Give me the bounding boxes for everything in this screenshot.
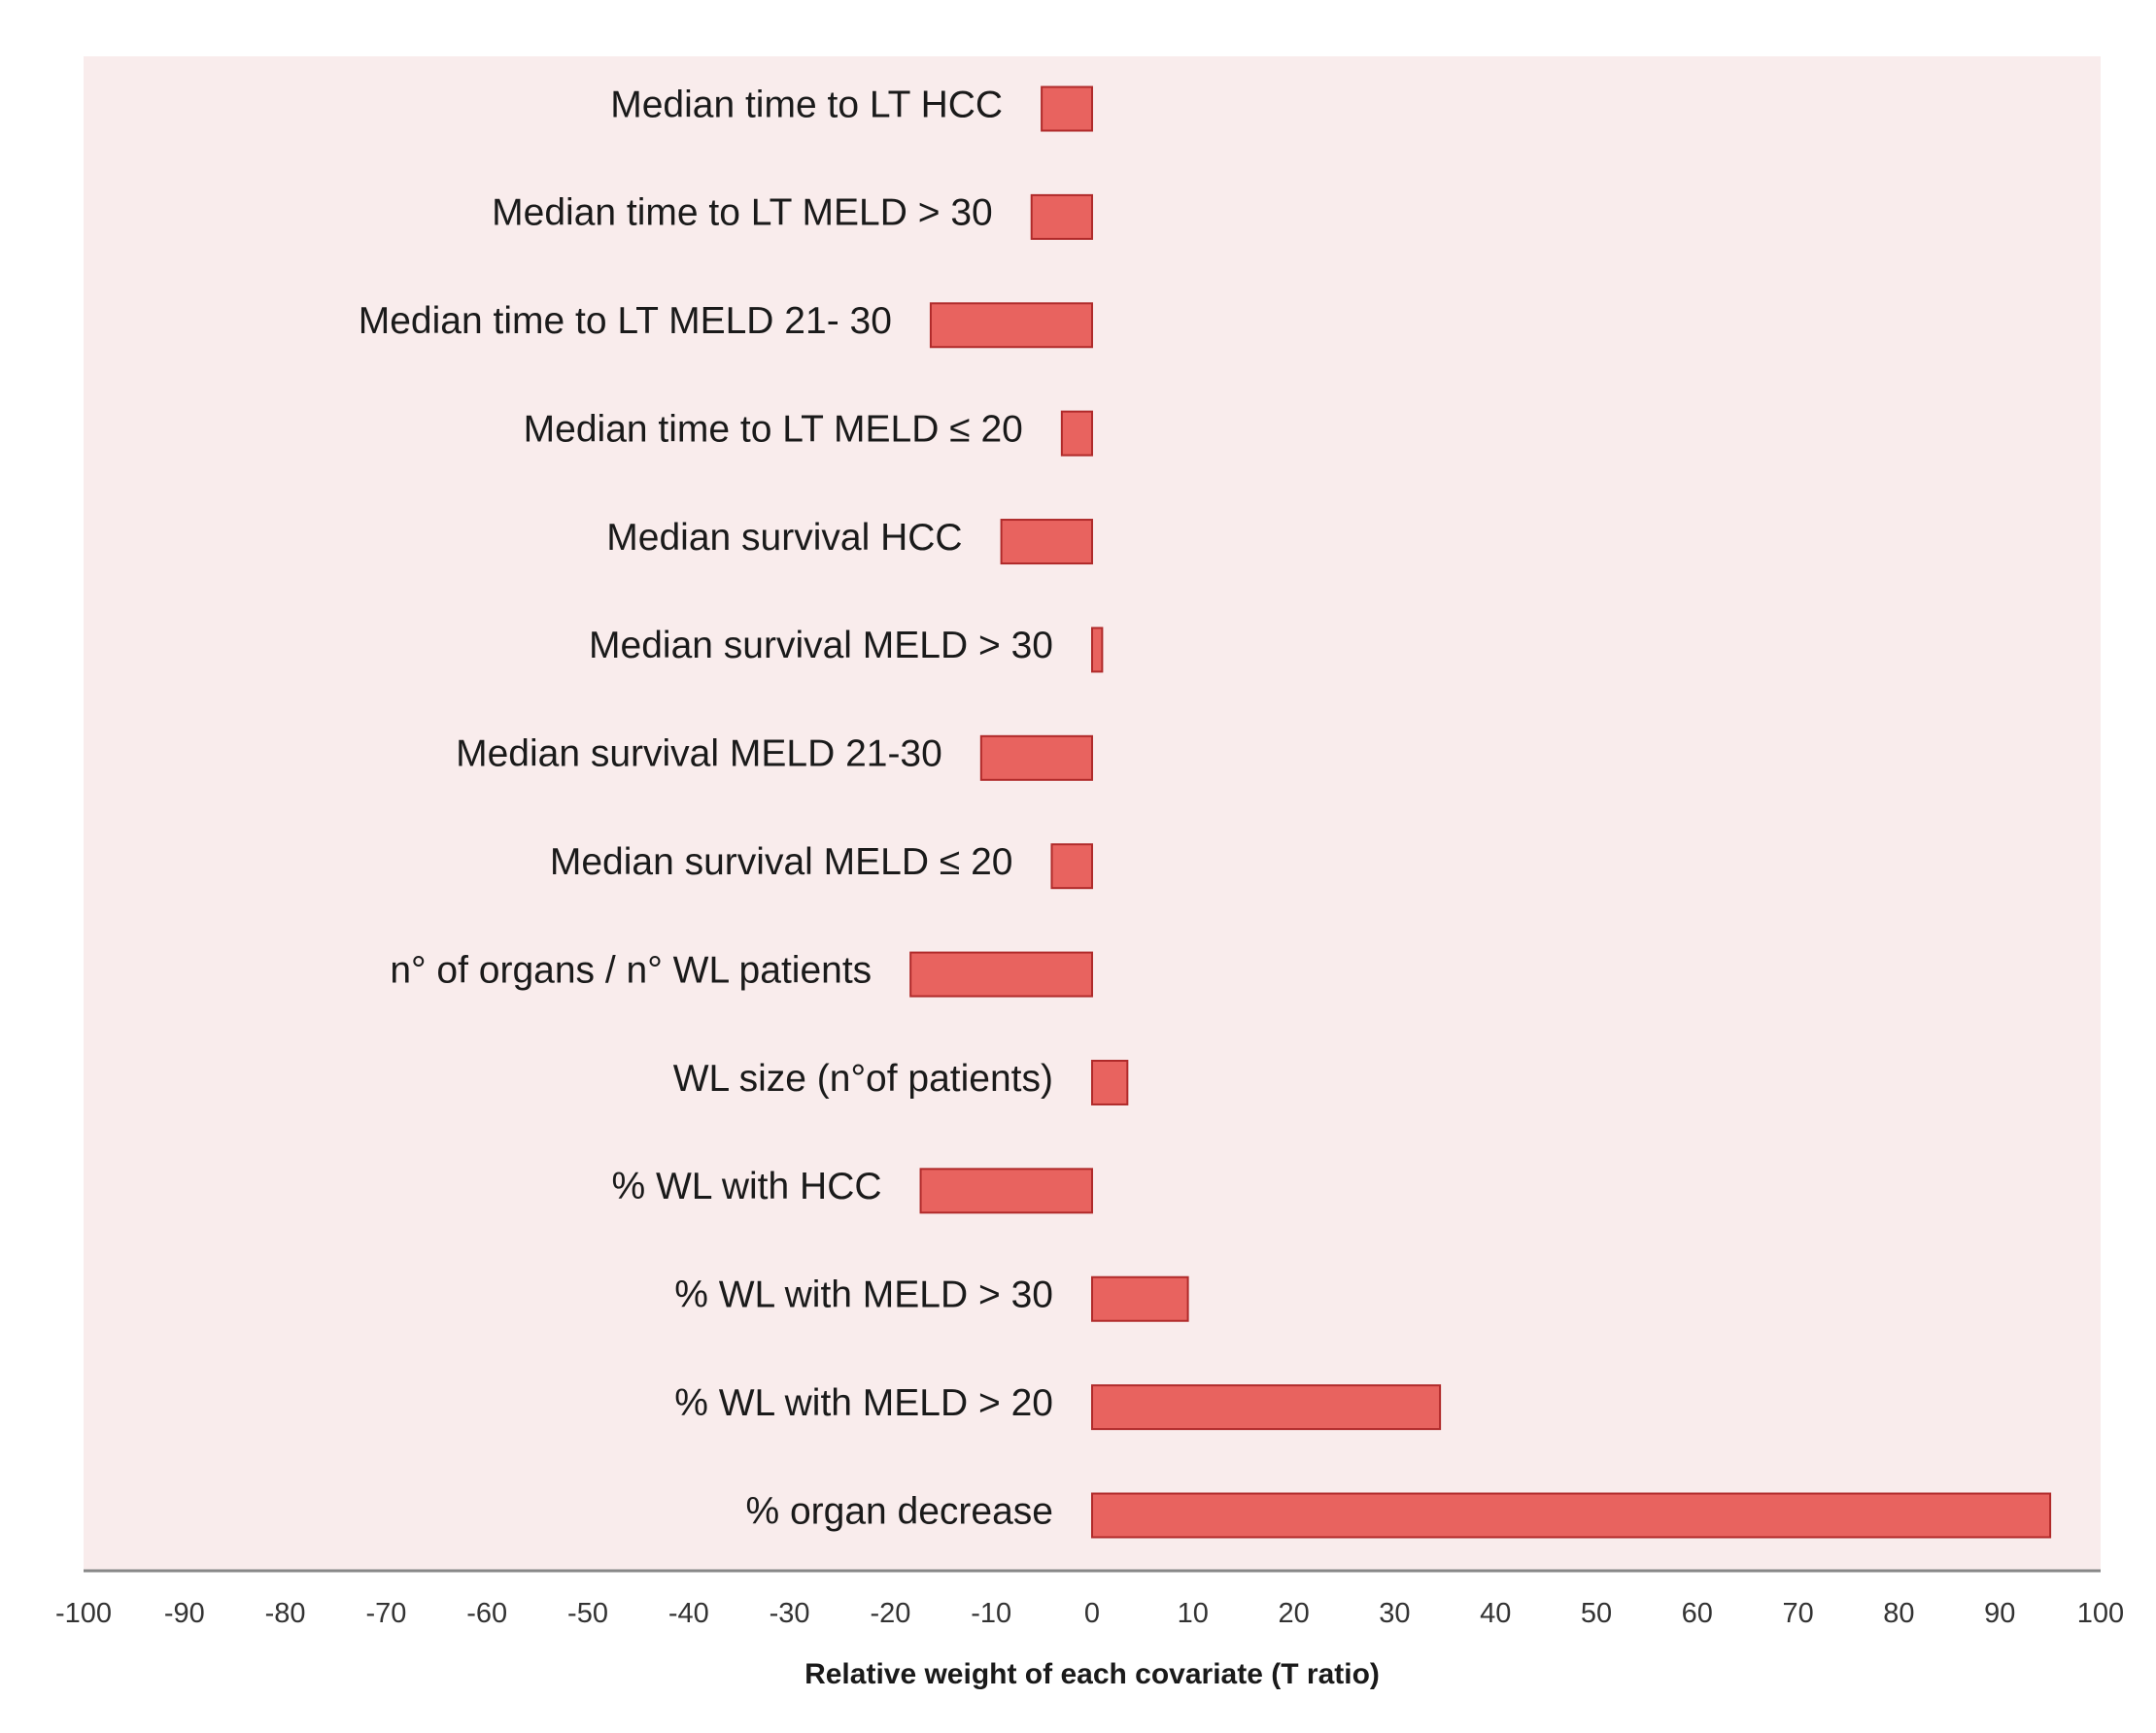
- category-label: n° of organs / n° WL patients: [390, 949, 872, 991]
- x-tick-label: 10: [1178, 1598, 1209, 1629]
- x-tick-label: -10: [971, 1598, 1011, 1629]
- x-tick-label: -30: [770, 1598, 810, 1629]
- bar: [1091, 627, 1104, 673]
- x-tick-label: 40: [1480, 1598, 1511, 1629]
- category-label: % WL with MELD > 30: [674, 1274, 1053, 1316]
- x-tick-label: 90: [1984, 1598, 2015, 1629]
- x-tick-label: -90: [164, 1598, 205, 1629]
- bar: [1030, 193, 1093, 240]
- x-tick-label: 30: [1379, 1598, 1410, 1629]
- bar: [1060, 410, 1093, 457]
- category-labels: Median time to LT HCC Median time to LT M…: [359, 84, 1053, 1532]
- x-tick-label: -70: [365, 1598, 406, 1629]
- bar: [909, 951, 1093, 998]
- category-label: Median time to LT MELD 21- 30: [359, 300, 892, 342]
- bar: [979, 734, 1094, 781]
- x-tick-label: 50: [1581, 1598, 1612, 1629]
- category-label: WL size (n°of patients): [673, 1058, 1053, 1100]
- x-tick-label: -50: [567, 1598, 608, 1629]
- bar: [1041, 85, 1093, 132]
- x-tick-labels: -100 -90 -80 -70 -60 -50 -40 -30 -20 -10 0 10 20 30 40…: [55, 1598, 2124, 1629]
- category-label: Median survival MELD > 30: [589, 625, 1053, 666]
- bar: [1091, 1384, 1442, 1431]
- category-label: Median time to LT HCC: [610, 84, 1003, 125]
- category-label: % organ decrease: [745, 1490, 1053, 1532]
- bar: [1091, 1275, 1189, 1322]
- x-tick-label: 80: [1883, 1598, 1914, 1629]
- bar: [1091, 1492, 2052, 1539]
- category-label: % WL with MELD > 20: [674, 1382, 1053, 1424]
- bar: [929, 302, 1093, 349]
- x-tick-label: 20: [1278, 1598, 1309, 1629]
- x-axis-title: Relative weight of each covariate (T rat…: [804, 1658, 1380, 1690]
- x-tick-label: 100: [2077, 1598, 2124, 1629]
- category-label: Median survival HCC: [606, 517, 962, 559]
- x-tick-label: -80: [265, 1598, 306, 1629]
- category-label: Median survival MELD 21-30: [456, 733, 942, 775]
- bar: [919, 1168, 1093, 1214]
- bar: [1000, 519, 1093, 565]
- x-tick-label: 70: [1782, 1598, 1813, 1629]
- category-label: Median survival MELD ≤ 20: [550, 841, 1013, 883]
- x-tick-label: -100: [55, 1598, 112, 1629]
- plot-area: [84, 56, 2101, 1571]
- bar: [1091, 1059, 1129, 1105]
- x-tick-label: -20: [870, 1598, 910, 1629]
- category-label: Median time to LT MELD ≤ 20: [524, 408, 1023, 450]
- bar: [1050, 843, 1093, 890]
- x-tick-label: 60: [1682, 1598, 1713, 1629]
- bars-group: [909, 85, 2052, 1539]
- category-label: Median time to LT MELD > 30: [492, 192, 993, 234]
- x-tick-label: 0: [1084, 1598, 1100, 1629]
- category-label: % WL with HCC: [611, 1166, 881, 1207]
- x-tick-label: -40: [668, 1598, 709, 1629]
- x-tick-label: -60: [466, 1598, 507, 1629]
